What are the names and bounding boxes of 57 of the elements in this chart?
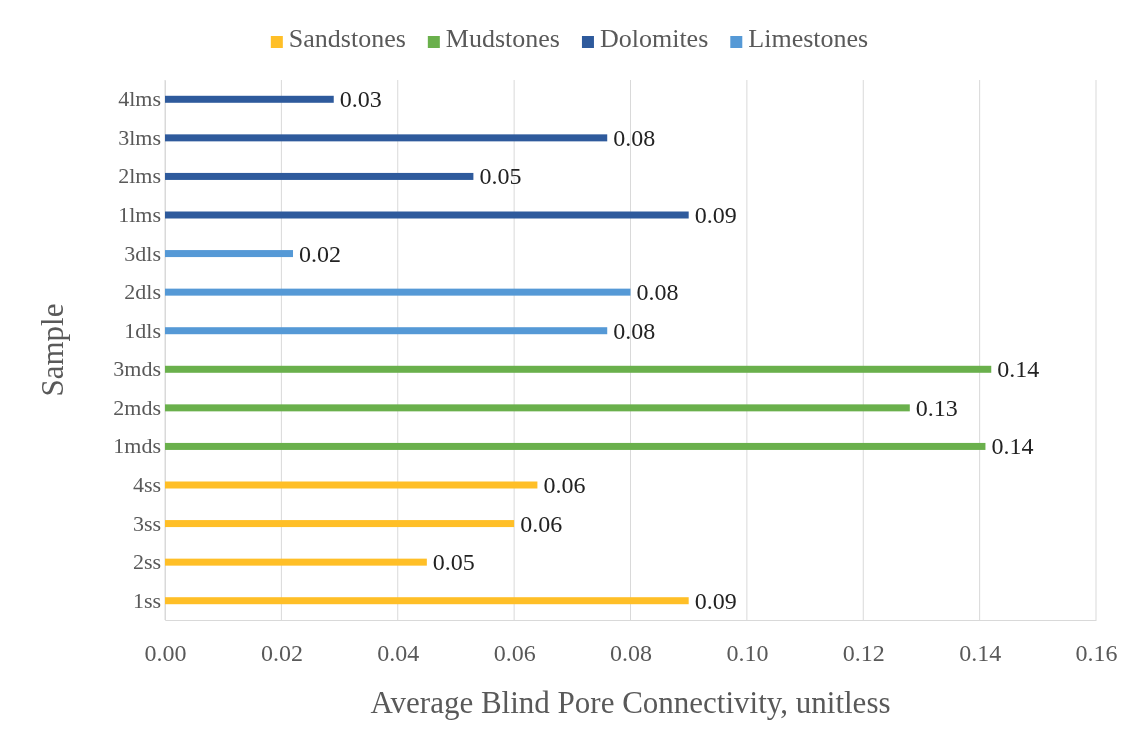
data-label: 0.08 (636, 279, 679, 306)
x-tick-label: 0.06 (493, 640, 536, 667)
y-tick-label: 3mds (113, 356, 161, 382)
data-label: 0.09 (694, 587, 737, 614)
y-tick-label: 3lms (118, 124, 161, 150)
data-label: 0.06 (520, 510, 563, 537)
bar (165, 250, 294, 258)
bar (165, 327, 608, 335)
y-tick-label: 3ss (132, 510, 161, 536)
bar (165, 442, 986, 450)
y-tick-label: 4ss (132, 472, 161, 498)
y-tick-label: 1lms (118, 202, 161, 228)
x-tick-label: 0.04 (377, 640, 420, 667)
y-axis-title: Sample (35, 303, 70, 397)
bar (165, 134, 608, 142)
y-tick-label: 2lms (118, 163, 161, 189)
x-tick-label: 0.10 (726, 640, 769, 667)
bar (165, 365, 992, 373)
y-tick-label: 2dls (124, 279, 161, 305)
bar (165, 404, 910, 412)
data-label: 0.06 (543, 472, 586, 498)
y-tick-label: 4lms (118, 86, 161, 112)
data-label: 0.14 (997, 356, 1040, 383)
bar (165, 95, 334, 103)
bar (165, 558, 427, 566)
y-tick-label: 3dls (124, 240, 161, 266)
data-label: 0.13 (915, 394, 958, 421)
data-label: 0.02 (299, 240, 342, 267)
x-tick-label: 0.08 (610, 640, 652, 667)
y-tick-label: 2mds (113, 394, 161, 420)
y-tick-label: 1ss (132, 587, 161, 613)
bar (165, 597, 689, 605)
y-tick-label: 2ss (132, 549, 161, 575)
legend-label: Limestones (748, 24, 869, 53)
y-tick-label: 1dls (124, 317, 161, 343)
data-label: 0.08 (613, 124, 656, 151)
x-tick-label: 0.16 (1075, 640, 1118, 667)
y-tick-label: 1mds (113, 433, 161, 459)
bar (165, 172, 474, 180)
x-tick-label: 0.14 (959, 640, 1002, 667)
legend-label: Mudstones (445, 24, 560, 53)
x-tick-label: 0.00 (144, 640, 187, 667)
x-axis-title: Average Blind Pore Connectivity, unitless (370, 685, 891, 720)
bar (165, 520, 515, 528)
legend-label: Sandstones (288, 24, 406, 53)
x-tick-label: 0.12 (842, 640, 885, 667)
data-label: 0.03 (339, 86, 382, 113)
x-tick-label: 0.02 (260, 640, 303, 667)
legend-label: Dolomites (599, 24, 709, 53)
data-label: 0.09 (694, 202, 737, 228)
bar (165, 211, 689, 219)
data-label: 0.05 (479, 163, 522, 190)
data-label: 0.14 (991, 433, 1034, 460)
bar (165, 481, 538, 489)
bar (165, 288, 631, 296)
data-label: 0.08 (613, 317, 656, 344)
data-label: 0.05 (432, 549, 475, 576)
